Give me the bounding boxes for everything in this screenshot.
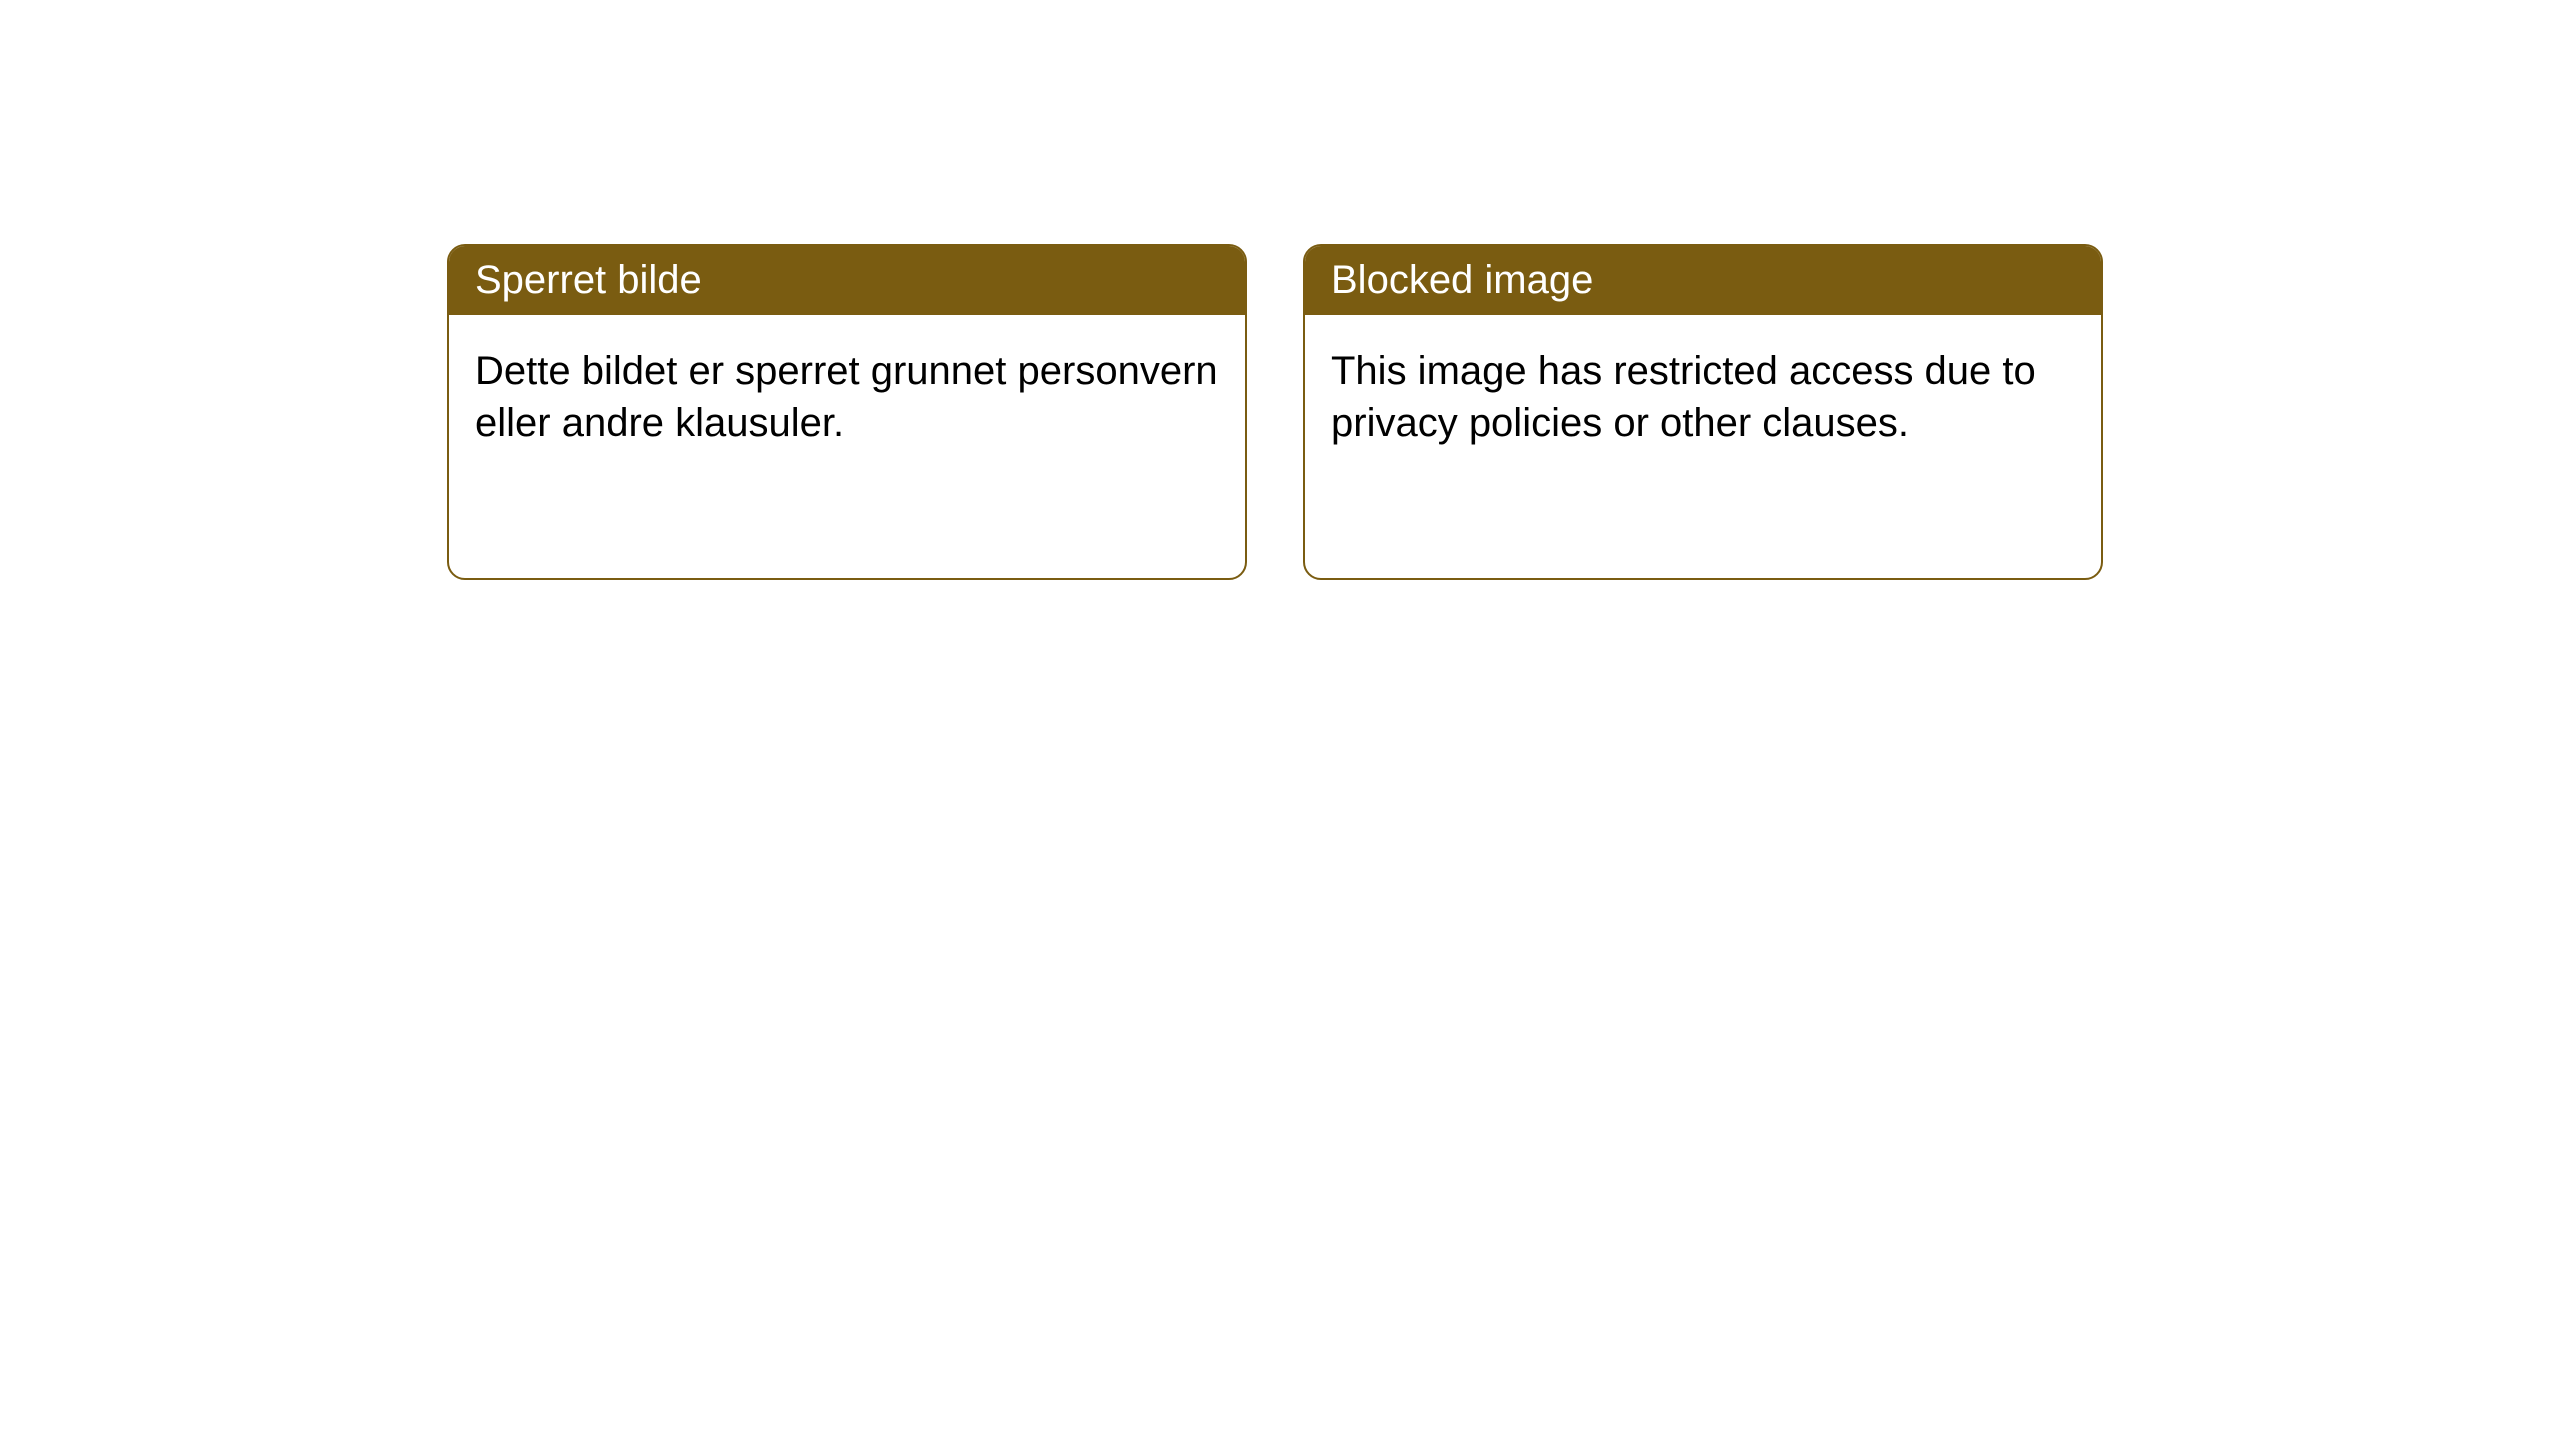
card-header: Blocked image — [1305, 246, 2101, 315]
card-body: Dette bildet er sperret grunnet personve… — [449, 315, 1245, 479]
blocked-image-card-english: Blocked image This image has restricted … — [1303, 244, 2103, 580]
card-title: Blocked image — [1331, 258, 1593, 302]
card-header: Sperret bilde — [449, 246, 1245, 315]
card-body: This image has restricted access due to … — [1305, 315, 2101, 479]
card-body-text: This image has restricted access due to … — [1331, 349, 2036, 445]
card-body-text: Dette bildet er sperret grunnet personve… — [475, 349, 1218, 445]
card-title: Sperret bilde — [475, 258, 702, 302]
cards-container: Sperret bilde Dette bildet er sperret gr… — [447, 244, 2103, 580]
blocked-image-card-norwegian: Sperret bilde Dette bildet er sperret gr… — [447, 244, 1247, 580]
